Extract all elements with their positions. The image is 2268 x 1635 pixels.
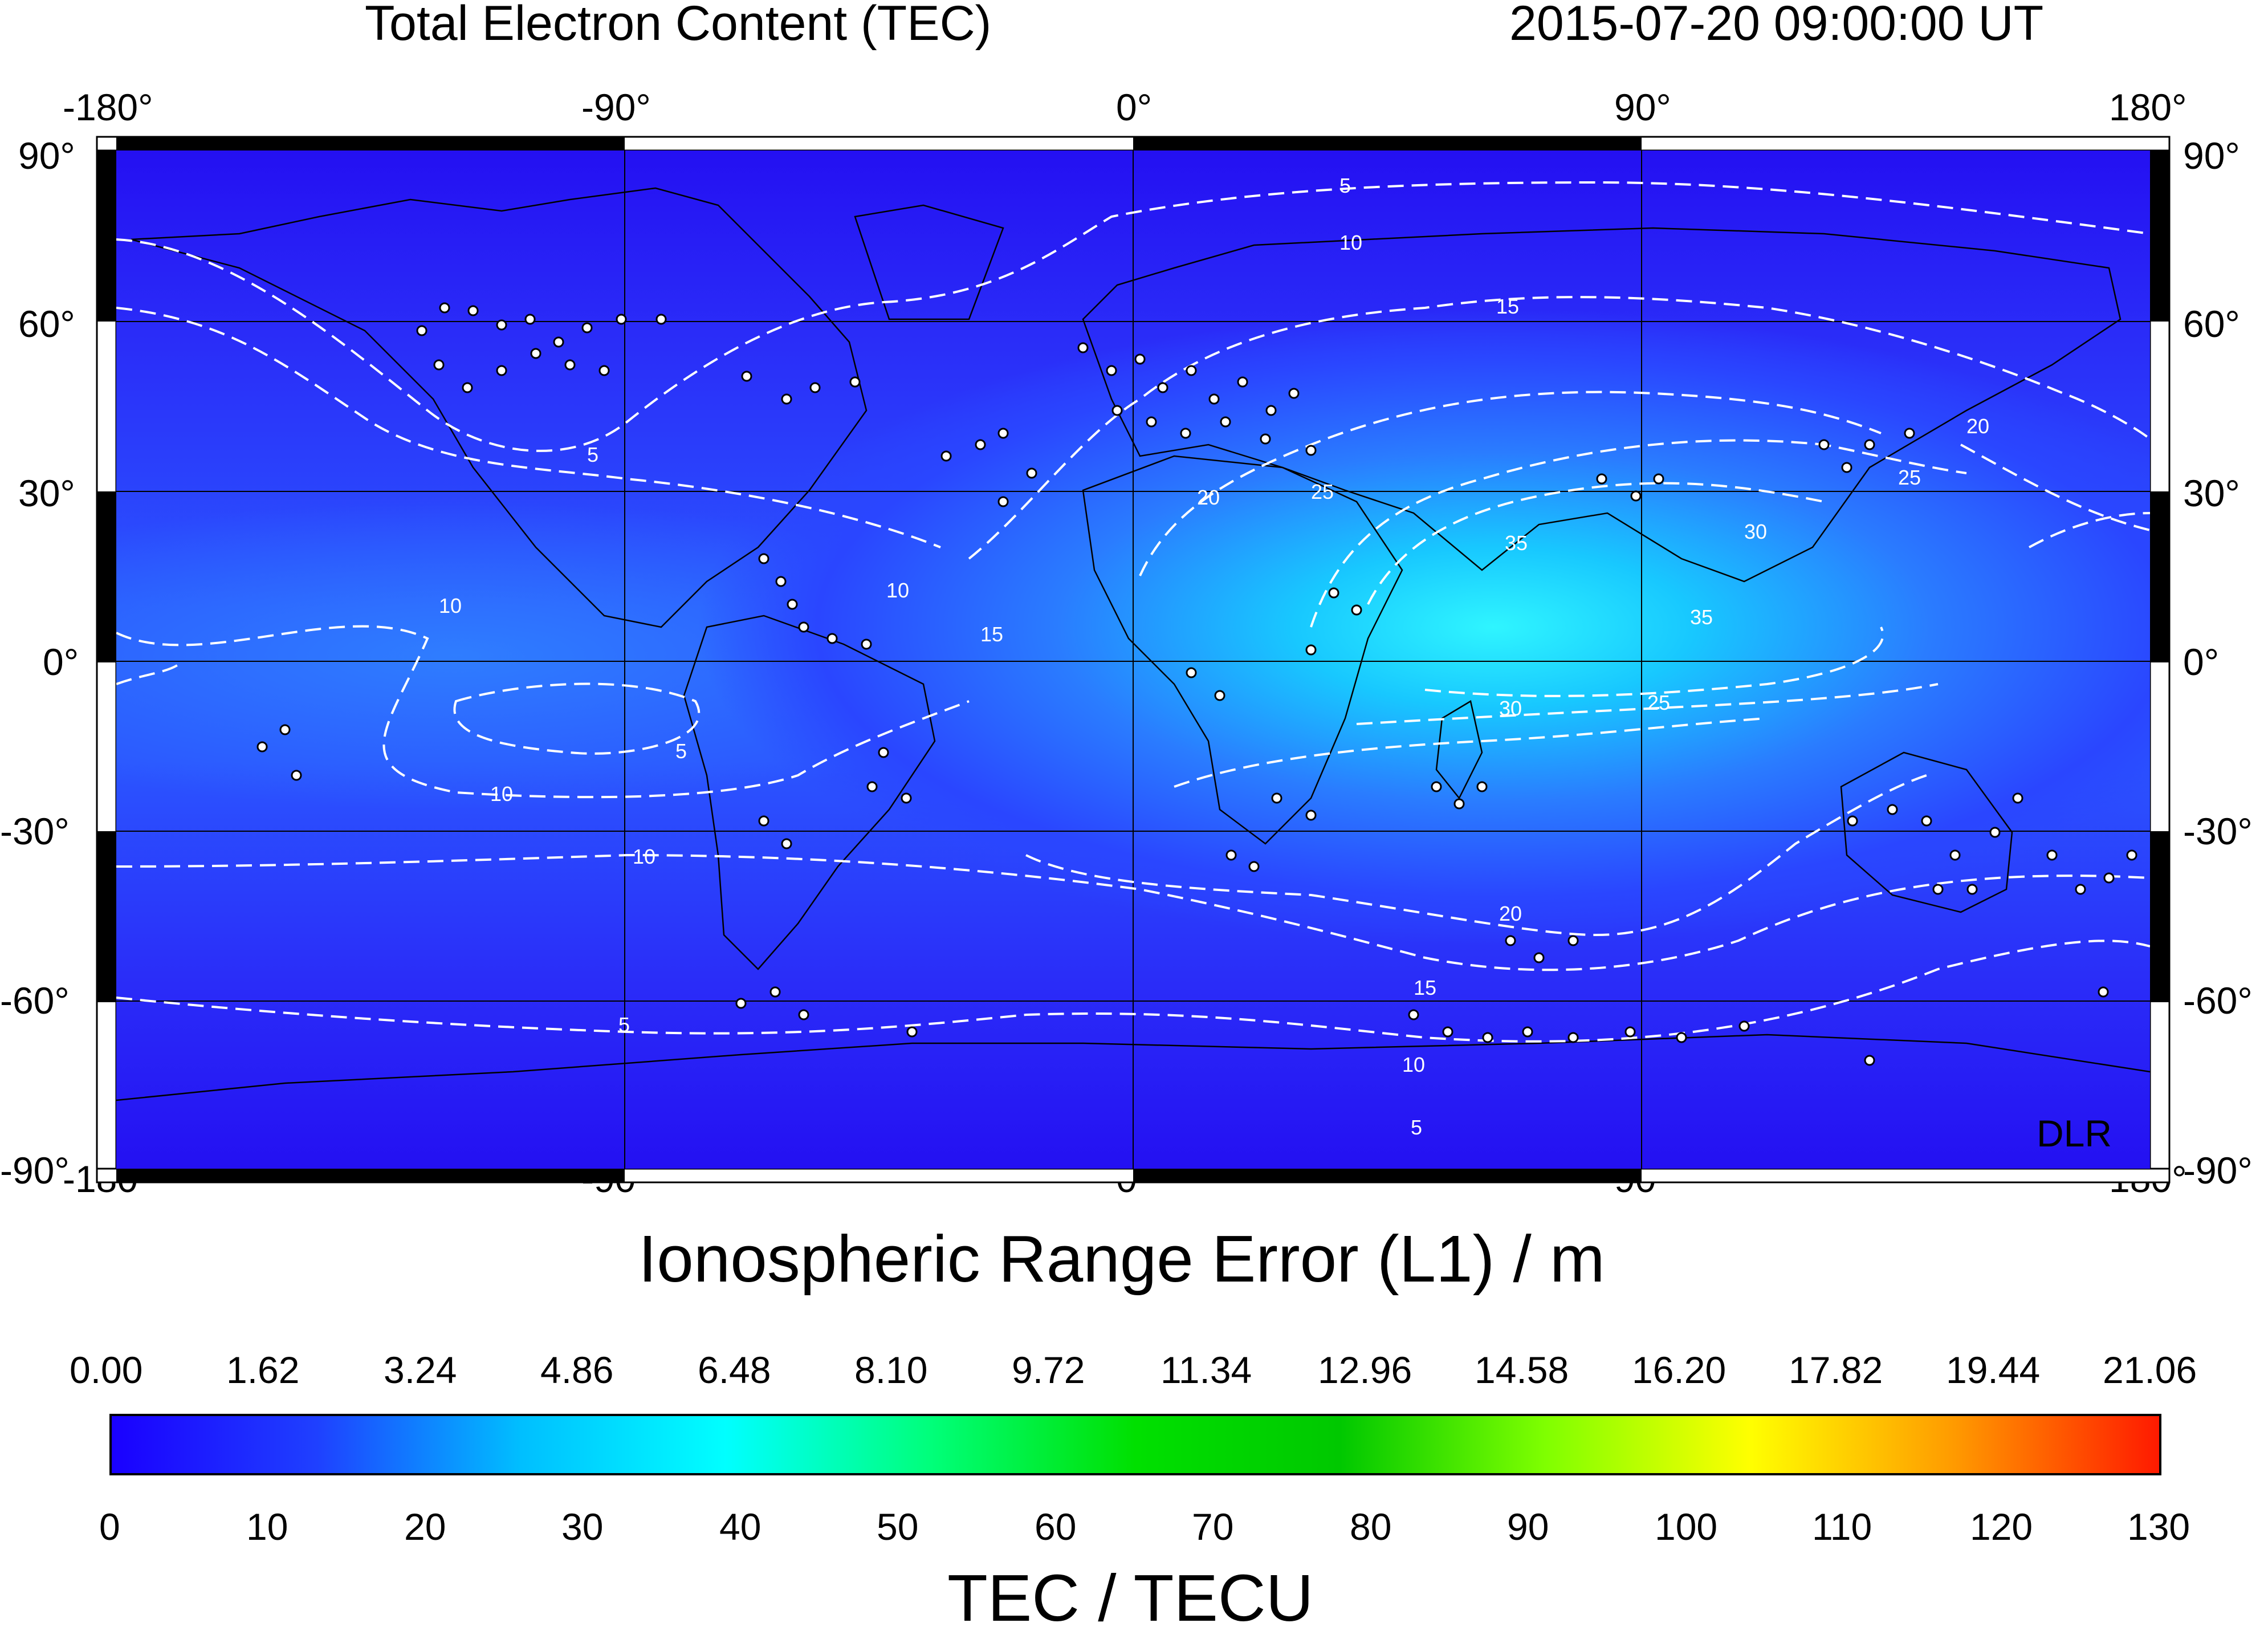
lon-label-top: 0° xyxy=(1116,86,1153,128)
contour-label: 20 xyxy=(1499,902,1522,925)
contour-label: 25 xyxy=(1311,480,1334,503)
colorbar-bottom-tick: 120 xyxy=(1970,1506,2033,1548)
colorbar xyxy=(109,1414,2161,1475)
colorbar-bottom-tick: 70 xyxy=(1192,1506,1234,1548)
colorbar-bottom-tick: 20 xyxy=(404,1506,446,1548)
contour-label: 10 xyxy=(439,594,462,617)
lat-label-left: 0° xyxy=(43,641,79,683)
lat-label-right: 90° xyxy=(2183,135,2240,177)
colorbar-top-tick: 16.20 xyxy=(1632,1349,1727,1391)
lat-label-right: -90° xyxy=(2183,1149,2253,1191)
lon-label-top: -90° xyxy=(581,86,651,128)
colorbar-top-tick: 9.72 xyxy=(1012,1349,1085,1391)
contour-label: 25 xyxy=(1647,691,1670,714)
contour-label: 5 xyxy=(587,443,598,466)
lon-label-top: 90° xyxy=(1614,86,1671,128)
colorbar-top-tick: 19.44 xyxy=(1946,1349,2041,1391)
lat-label-left: 30° xyxy=(18,472,75,514)
contour-label: 15 xyxy=(1496,295,1519,318)
lat-label-right: 0° xyxy=(2183,641,2220,683)
contour-label: 5 xyxy=(1411,1116,1422,1139)
contour-label: 30 xyxy=(1744,520,1767,543)
contour-label: 10 xyxy=(1339,231,1362,254)
contour-label: 5 xyxy=(1339,174,1351,197)
colorbar-top-tick: 3.24 xyxy=(384,1349,457,1391)
colorbar-top-tick: 8.10 xyxy=(854,1349,928,1391)
contour-label: 35 xyxy=(1690,605,1713,629)
lat-label-right: 30° xyxy=(2183,472,2240,514)
contour-label: 30 xyxy=(1499,697,1522,720)
lat-label-right: 60° xyxy=(2183,303,2240,345)
contour-label: 5 xyxy=(675,739,687,763)
colorbar-top-tick: 0.00 xyxy=(70,1349,143,1391)
colorbar-bottom-tick: 100 xyxy=(1655,1506,1718,1548)
tec-axis-title: TEC / TECU xyxy=(947,1561,1314,1635)
lat-label-left: -30° xyxy=(0,810,70,852)
contour-label: 35 xyxy=(1505,531,1528,555)
colorbar-top-tick: 21.06 xyxy=(2103,1349,2197,1391)
contour-label: 25 xyxy=(1898,466,1921,489)
tec-contours xyxy=(116,181,2150,1043)
lat-label-left: 90° xyxy=(18,135,75,177)
range-error-title: Ionospheric Range Error (L1) / m xyxy=(638,1222,1605,1296)
dlr-watermark: DLR xyxy=(2037,1112,2112,1154)
lat-label-right: -30° xyxy=(2183,810,2253,852)
contour-label: 15 xyxy=(980,623,1003,646)
lat-label-left: 60° xyxy=(18,303,75,345)
contour-label: 10 xyxy=(490,782,513,806)
lat-label-left: -60° xyxy=(0,979,70,1022)
colorbar-bottom-tick: 130 xyxy=(2127,1506,2190,1548)
colorbar-bottom-tick: 110 xyxy=(1812,1506,1872,1548)
contour-label: 10 xyxy=(1402,1053,1425,1076)
colorbar-bottom-tick: 30 xyxy=(561,1506,604,1548)
colorbar-bottom-tick: 60 xyxy=(1035,1506,1077,1548)
contour-label: 15 xyxy=(1414,976,1436,999)
colorbar-top-tick: 14.58 xyxy=(1475,1349,1569,1391)
colorbar-bottom-tick: 10 xyxy=(246,1506,288,1548)
colorbar-top-tick: 17.82 xyxy=(1789,1349,1883,1391)
contour-label: 20 xyxy=(1197,486,1220,509)
colorbar-bottom-tick: 80 xyxy=(1350,1506,1392,1548)
graticule xyxy=(116,151,2150,1169)
contour-label: 10 xyxy=(633,845,655,868)
colorbar-top-tick: 4.86 xyxy=(540,1349,614,1391)
lon-label-top: 180° xyxy=(2109,86,2187,128)
colorbar-top-tick: 11.34 xyxy=(1161,1349,1252,1391)
lat-label-right: -60° xyxy=(2183,979,2253,1022)
colorbar-bottom-tick: 90 xyxy=(1507,1506,1549,1548)
colorbar-top-tick: 1.62 xyxy=(226,1349,300,1391)
contour-labels: 5 10 15 20 25 30 35 5 10 10 10 15 20 25 … xyxy=(439,174,1989,1139)
colorbar-bottom-tick: 40 xyxy=(719,1506,762,1548)
map-datetime: 2015-07-20 09:00:00 UT xyxy=(1509,0,2044,51)
colorbar-top-tick: 12.96 xyxy=(1318,1349,1412,1391)
coastlines xyxy=(116,187,2150,1101)
gnss-stations xyxy=(256,302,2137,1066)
map-title: Total Electron Content (TEC) xyxy=(365,0,992,51)
colorbar-bottom-tick: 50 xyxy=(877,1506,919,1548)
colorbar-top-tick: 6.48 xyxy=(698,1349,771,1391)
colorbar-bottom-tick: 0 xyxy=(99,1506,120,1548)
lat-label-left: -90° xyxy=(0,1149,70,1191)
contour-label: 20 xyxy=(1966,414,1989,438)
lon-label-top: -180° xyxy=(63,86,153,128)
contour-label: 5 xyxy=(618,1013,630,1036)
contour-label: 10 xyxy=(886,579,909,602)
